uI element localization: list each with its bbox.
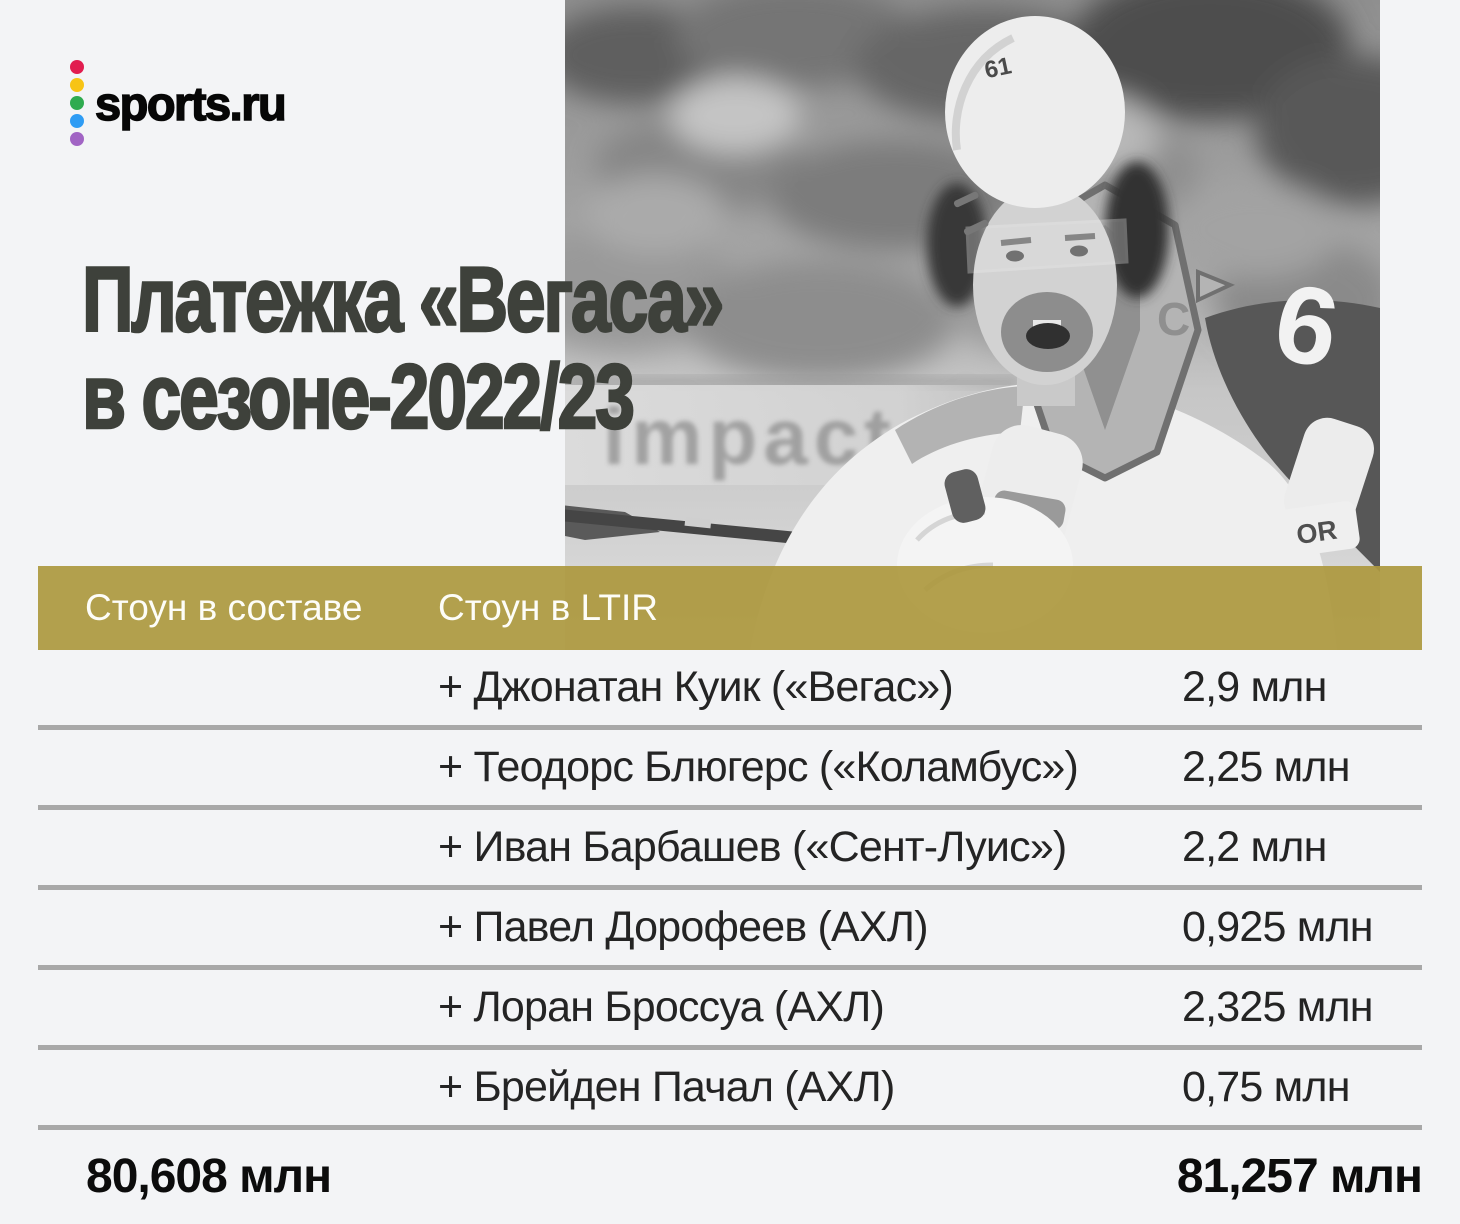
player-name: + Джонатан Куик («Вегас») xyxy=(438,663,954,711)
glove-thumb xyxy=(944,469,986,523)
player-name: + Иван Барбашев («Сент-Луис») xyxy=(438,823,1067,871)
player-name: + Павел Дорофеев (АХЛ) xyxy=(438,903,929,951)
table-row: + Теодорс Блюгерс («Коламбус») 2,25 млн xyxy=(38,730,1422,810)
column-header-stone-in-ltir: Стоун в LTIR xyxy=(438,587,658,628)
logo-dot-blue xyxy=(70,114,84,128)
player-cap-value: 0,925 млн xyxy=(1182,903,1374,951)
table-row: + Павел Дорофеев (АХЛ) 0,925 млн xyxy=(38,890,1422,970)
table-row: + Лоран Броссуа (АХЛ) 2,325 млн xyxy=(38,970,1422,1050)
glove-brand-text: OR xyxy=(1295,515,1339,550)
visor xyxy=(965,218,1129,274)
column-header-stone-in-roster: Стоун в составе xyxy=(85,587,363,628)
player-name: + Лоран Броссуа (АХЛ) xyxy=(438,983,885,1031)
player-cap-value: 2,2 млн xyxy=(1182,823,1327,871)
open-mouth xyxy=(1026,323,1070,349)
stick-tape xyxy=(684,516,712,529)
board-sponsor-text: impact xyxy=(603,392,897,481)
title-line-1: Платежка «Вегаса» xyxy=(81,249,725,351)
right-brow xyxy=(1064,233,1096,241)
helmet-vent-2 xyxy=(963,219,989,236)
helmet xyxy=(945,16,1125,208)
logo-dot-red xyxy=(70,60,84,74)
helmet-number: 61 xyxy=(982,52,1014,84)
logo-dot-purple xyxy=(70,132,84,146)
right-eye xyxy=(1070,245,1088,257)
left-brow xyxy=(1000,237,1032,246)
player-cap-value: 2,25 млн xyxy=(1182,743,1350,791)
player-name: + Теодорс Блюгерс («Коламбус») xyxy=(438,743,1079,791)
hair-left xyxy=(927,183,987,307)
logo-dot-yellow xyxy=(70,78,84,92)
board-top-edge xyxy=(565,378,1020,387)
sports-ru-logo: sports.ru xyxy=(70,60,287,146)
title-line-2: в сезоне-2022/23 xyxy=(81,346,636,448)
player-cap-value: 2,325 млн xyxy=(1182,983,1374,1031)
player-cap-value: 0,75 млн xyxy=(1182,1063,1350,1111)
left-eye xyxy=(1006,250,1024,262)
captain-letter: C xyxy=(1157,293,1190,345)
hair-right xyxy=(1105,162,1169,298)
total-stone-in-ltir: 81,257 млн xyxy=(1176,1149,1423,1203)
table-row: + Джонатан Куик («Вегас») 2,9 млн xyxy=(38,650,1422,730)
table-row: + Иван Барбашев («Сент-Луис») 2,2 млн xyxy=(38,810,1422,890)
totals-row: 80,608 млн 81,257 млн xyxy=(38,1140,1423,1212)
sports-ru-dots-icon xyxy=(70,60,84,146)
player-name: + Брейден Пачал (АХЛ) xyxy=(438,1063,895,1111)
payroll-table: + Джонатан Куик («Вегас») 2,9 млн + Теод… xyxy=(38,650,1422,1130)
jersey-left-yoke xyxy=(895,386,1025,464)
helmet-shading xyxy=(951,34,1015,151)
logo-dot-green xyxy=(70,96,84,110)
page-title: Платежка «Вегаса» в сезоне-2022/23 xyxy=(81,249,725,448)
helmet-vent-1 xyxy=(953,191,979,208)
player-cap-value: 2,9 млн xyxy=(1182,663,1327,711)
table-header-band: Стоун в составе Стоун в LTIR xyxy=(38,566,1422,650)
table-row: + Брейден Пачал (АХЛ) 0,75 млн xyxy=(38,1050,1422,1130)
logo-wordmark: sports.ru xyxy=(94,76,287,131)
right-glove-cuff xyxy=(1278,501,1360,557)
total-stone-in-roster: 80,608 млн xyxy=(86,1149,332,1203)
